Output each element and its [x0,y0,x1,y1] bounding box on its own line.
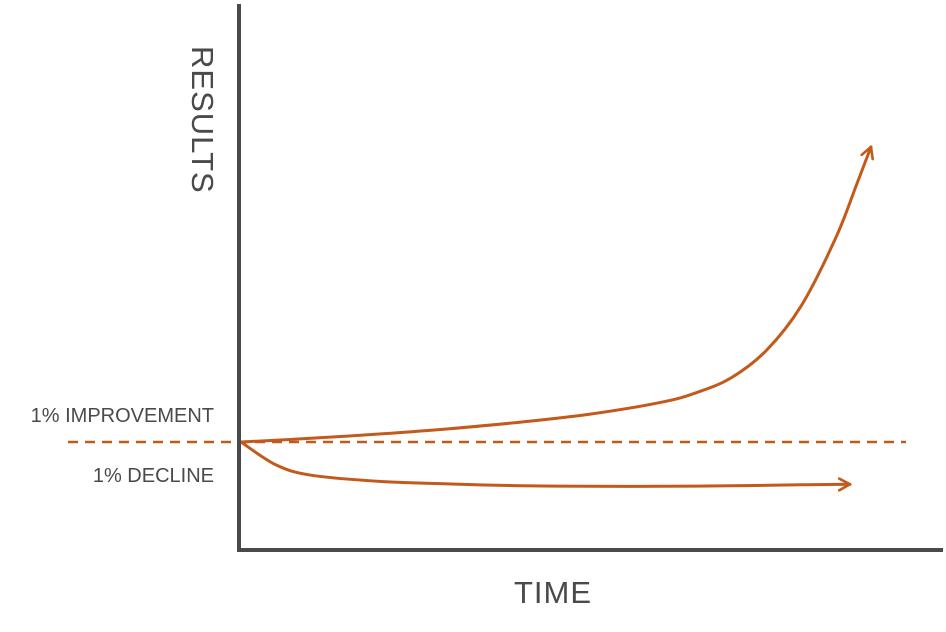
x-axis-label: TIME [514,575,592,610]
series-label-improvement: 1% IMPROVEMENT [31,405,214,427]
y-axis-label: RESULTS [185,46,220,194]
series-line-decline [239,440,852,486]
series-line-improvement [239,145,871,444]
series-label-decline: 1% DECLINE [93,465,214,487]
